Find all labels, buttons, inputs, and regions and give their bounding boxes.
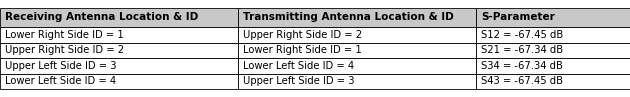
Text: Upper Left Side ID = 3: Upper Left Side ID = 3: [5, 61, 117, 71]
Bar: [238, 42, 476, 58]
Bar: [476, 74, 630, 89]
Bar: [0, 42, 238, 58]
Bar: [476, 27, 630, 42]
Text: Lower Right Side ID = 1: Lower Right Side ID = 1: [5, 30, 123, 40]
Text: S34 = -67.34 dB: S34 = -67.34 dB: [481, 61, 563, 71]
Text: S43 = -67.45 dB: S43 = -67.45 dB: [481, 76, 563, 86]
Text: S12 = -67.45 dB: S12 = -67.45 dB: [481, 30, 563, 40]
Bar: [476, 8, 630, 27]
Bar: [238, 8, 476, 27]
Text: Transmitting Antenna Location & ID: Transmitting Antenna Location & ID: [243, 13, 454, 23]
Bar: [0, 27, 238, 42]
Bar: [238, 58, 476, 74]
Text: Lower Left Side ID = 4: Lower Left Side ID = 4: [5, 76, 116, 86]
Text: Receiving Antenna Location & ID: Receiving Antenna Location & ID: [5, 13, 198, 23]
Bar: [238, 27, 476, 42]
Bar: [238, 74, 476, 89]
Text: Lower Right Side ID = 1: Lower Right Side ID = 1: [243, 45, 362, 55]
Bar: [0, 58, 238, 74]
Text: S-Parameter: S-Parameter: [481, 13, 555, 23]
Bar: [0, 8, 238, 27]
Text: S21 = -67.34 dB: S21 = -67.34 dB: [481, 45, 563, 55]
Bar: [476, 42, 630, 58]
Bar: [476, 58, 630, 74]
Text: Upper Right Side ID = 2: Upper Right Side ID = 2: [243, 30, 362, 40]
Text: Upper Right Side ID = 2: Upper Right Side ID = 2: [5, 45, 124, 55]
Text: Upper Left Side ID = 3: Upper Left Side ID = 3: [243, 76, 355, 86]
Bar: [0, 74, 238, 89]
Text: Lower Left Side ID = 4: Lower Left Side ID = 4: [243, 61, 354, 71]
